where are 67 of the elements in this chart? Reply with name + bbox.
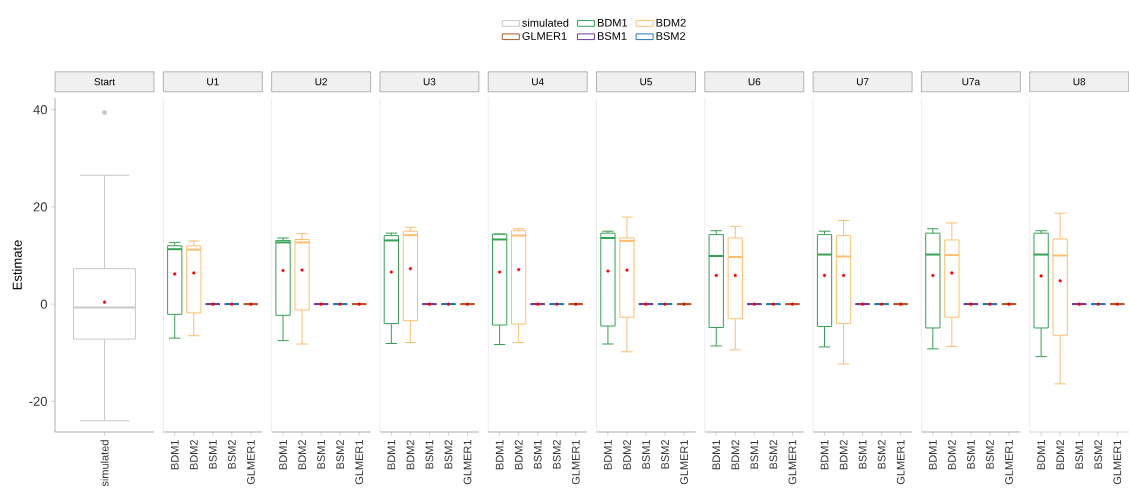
x-tick-label: BSM2	[1094, 440, 1103, 469]
x-tick-label: GLMER1	[896, 440, 905, 485]
chart-title: Start	[94, 78, 116, 86]
x-tick-label: BSM1	[750, 440, 759, 469]
x-tick-label: GLMER1	[355, 440, 364, 485]
x-tick-label: BSM2	[986, 440, 994, 469]
legend-label: GLMER1	[522, 32, 567, 40]
chart-title: U6	[748, 78, 761, 86]
x-tick-label: BDM2	[839, 440, 848, 470]
x-tick-label: BSM2	[444, 440, 453, 469]
x-tick-label: BSM2	[769, 440, 778, 469]
legend-label: BSM1	[597, 32, 627, 40]
chart-title: U5	[640, 78, 652, 86]
x-tick-label: BSM1	[533, 440, 542, 469]
x-tick-label: BDM1	[820, 440, 829, 470]
x-tick-label: BDM2	[514, 440, 523, 470]
x-tick-label: BDM1	[1037, 440, 1045, 470]
x-tick-label: BDM1	[170, 440, 179, 470]
x-tick-label: BDM2	[1056, 440, 1064, 470]
x-tick-label: BSM1	[1075, 440, 1084, 469]
x-tick-label: BSM2	[336, 440, 345, 469]
x-tick-label: simulated	[100, 440, 109, 487]
x-tick-label: BDM1	[279, 440, 287, 470]
x-tick-label: BSM2	[227, 440, 236, 469]
chart-title: U7a	[962, 78, 981, 86]
x-tick-label: BSM2	[661, 440, 669, 469]
x-tick-label: GLMER1	[680, 440, 688, 485]
x-tick-label: BDM1	[712, 440, 721, 470]
x-tick-label: BDM1	[387, 440, 396, 470]
x-tick-label: BSM1	[208, 440, 217, 469]
chart-title: U2	[315, 78, 327, 86]
x-tick-label: BDM1	[929, 440, 937, 470]
x-tick-label: GLMER1	[571, 440, 580, 485]
legend-label: BDM2	[656, 18, 686, 27]
x-tick-label: BSM2	[552, 440, 561, 469]
x-tick-label: BSM2	[877, 440, 886, 469]
x-tick-label: BDM2	[406, 440, 415, 470]
x-tick-label: BDM2	[623, 440, 631, 470]
x-tick-label: GLMER1	[463, 440, 472, 485]
x-tick-label: BDM2	[731, 440, 740, 470]
x-tick-label: BDM1	[495, 440, 504, 470]
y-tick-label: 20	[33, 202, 47, 212]
x-tick-label: BSM1	[858, 440, 867, 469]
x-tick-label: GLMER1	[1005, 440, 1013, 485]
x-tick-label: GLMER1	[1113, 440, 1122, 485]
legend-label: simulated	[522, 18, 569, 27]
x-tick-label: BDM1	[604, 440, 612, 470]
x-tick-label: GLMER1	[247, 440, 255, 485]
x-tick-label: BDM2	[298, 440, 306, 470]
y-axis-title: Estimate	[12, 240, 22, 290]
legend-label: BDM1	[597, 18, 628, 27]
x-tick-label: BSM1	[642, 440, 650, 469]
chart-title: U3	[423, 78, 436, 86]
chart-title: U8	[1073, 78, 1086, 86]
chart-title: U4	[532, 78, 544, 86]
x-tick-label: BSM1	[317, 440, 326, 469]
y-tick-label: 0	[40, 299, 47, 309]
chart-title: U7	[856, 78, 869, 86]
x-tick-label: GLMER1	[788, 440, 797, 485]
x-tick-label: BSM1	[967, 440, 975, 469]
legend-label: BSM2	[656, 32, 686, 40]
y-tick-label: 40	[33, 105, 47, 115]
x-tick-label: BSM1	[425, 440, 434, 469]
x-tick-label: BDM2	[948, 440, 956, 470]
y-tick-label: -20	[29, 396, 47, 406]
x-tick-label: BDM2	[189, 440, 198, 470]
chart-title: U1	[207, 78, 219, 86]
